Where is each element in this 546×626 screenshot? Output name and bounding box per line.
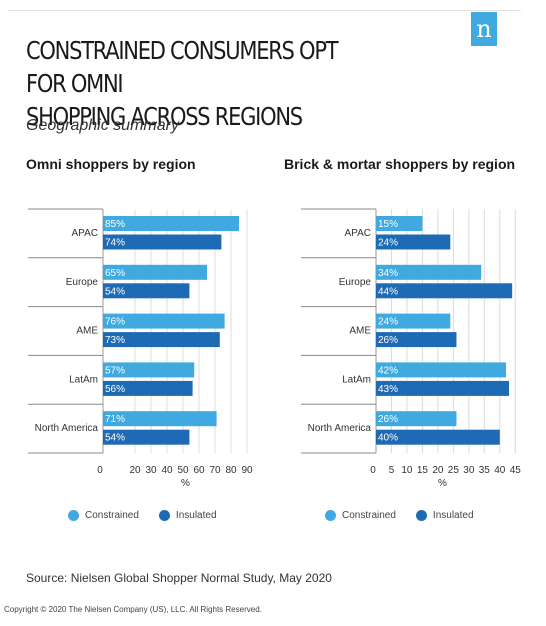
x-tick-label: 30 (145, 465, 157, 475)
x-tick-label: 25 (448, 465, 460, 475)
bar-value-label: 65% (105, 268, 125, 279)
bar-value-label: 43% (378, 384, 398, 395)
bar-insulated (103, 380, 193, 396)
category-label: LatAm (69, 374, 98, 385)
legend-insulated: Insulated (432, 510, 474, 521)
bar-constrained (376, 313, 451, 329)
bar-value-label: 26% (378, 414, 398, 425)
brick-legend: Constrained Insulated (325, 510, 494, 521)
brick-x-unit: % (438, 478, 447, 489)
bar-value-label: 85% (105, 219, 125, 230)
bar-value-label: 71% (105, 414, 125, 425)
bar-insulated (376, 429, 500, 445)
bar-constrained (376, 216, 423, 231)
x-tick-label: 40 (161, 465, 173, 475)
bar-constrained (103, 313, 225, 329)
constrained-swatch (68, 510, 79, 521)
bar-insulated (103, 234, 222, 250)
omni-shoppers-chart: APAC 85% 74% Europe 65% 54% AME 76% 73% LatAm 57% 5… (28, 208, 253, 475)
nielsen-logo: n (471, 12, 497, 46)
insulated-swatch (158, 510, 170, 521)
bar-insulated (376, 380, 510, 396)
x-tick-label: 15 (417, 465, 429, 475)
x-tick-label: 90 (241, 465, 253, 475)
category-label: AME (76, 326, 98, 337)
bar-value-label: 54% (105, 433, 125, 444)
bar-value-label: 24% (378, 238, 398, 249)
bar-constrained (103, 264, 207, 280)
infographic-card (8, 10, 521, 601)
x-tick-label: 20 (432, 465, 444, 475)
x-tick-label: 45 (510, 465, 522, 475)
bar-value-label: 26% (378, 335, 398, 346)
constrained-swatch (325, 510, 336, 521)
bar-insulated (376, 234, 451, 250)
x-tick-label: 0 (370, 465, 376, 475)
page-subtitle: Geographic summary (26, 117, 179, 134)
bar-value-label: 54% (105, 286, 125, 297)
bar-constrained (103, 362, 195, 378)
bar-value-label: 42% (378, 365, 398, 376)
bar-value-label: 56% (105, 384, 125, 395)
x-tick-label: 60 (193, 465, 205, 475)
x-tick-label: 35 (479, 465, 491, 475)
x-tick-label: 70 (209, 465, 221, 475)
bar-value-label: 34% (378, 268, 398, 279)
x-tick-label: 80 (225, 465, 237, 475)
x-tick-label: 50 (177, 465, 189, 475)
legend-constrained: Constrained (342, 510, 396, 521)
bar-insulated (376, 332, 457, 348)
omni-x-unit: % (181, 478, 190, 489)
legend-insulated: Insulated (175, 510, 217, 521)
category-label: North America (35, 423, 99, 434)
category-label: APAC (345, 228, 372, 239)
category-label: Europe (339, 277, 372, 288)
bar-insulated (376, 283, 513, 299)
omni-legend: Constrained Insulated (68, 510, 237, 521)
x-tick-label: 20 (129, 465, 141, 475)
bar-constrained (376, 411, 457, 427)
bar-insulated (103, 283, 190, 299)
x-tick-label: 40 (494, 465, 506, 475)
brick-mortar-chart: APAC 15% 24% Europe 34% 44% AME 24% 26% LatAm 42% 4… (301, 208, 522, 475)
bar-value-label: 76% (105, 317, 125, 328)
x-tick-label: 10 (401, 465, 413, 475)
bar-value-label: 40% (378, 433, 398, 444)
copyright-note: Copyright © 2020 The Nielsen Company (US… (4, 605, 262, 614)
bar-value-label: 57% (105, 365, 125, 376)
bar-value-label: 73% (105, 335, 125, 346)
category-label: North America (308, 423, 372, 434)
source-note: Source: Nielsen Global Shopper Normal St… (26, 571, 332, 585)
insulated-swatch (415, 510, 427, 521)
category-label: LatAm (342, 374, 371, 385)
bar-constrained (103, 216, 239, 231)
x-tick-label: 30 (463, 465, 475, 475)
bar-value-label: 44% (378, 286, 398, 297)
bar-insulated (103, 429, 190, 445)
page-title: CONSTRAINED CONSUMERS OPT FOR OMNI SHOPP… (26, 36, 339, 131)
brick-chart-title: Brick & mortar shoppers by region (284, 156, 516, 172)
bar-constrained (376, 362, 506, 378)
category-label: AME (349, 326, 371, 337)
bar-constrained (376, 264, 482, 280)
bar-value-label: 15% (378, 219, 398, 230)
bar-constrained (103, 411, 217, 427)
x-tick-label: 0 (97, 465, 103, 475)
omni-chart-title: Omni shoppers by region (26, 156, 196, 172)
bar-value-label: 74% (105, 238, 125, 249)
x-tick-label: 5 (389, 465, 395, 475)
category-label: APAC (72, 228, 99, 239)
bar-insulated (103, 332, 220, 348)
category-label: Europe (66, 277, 99, 288)
bar-value-label: 24% (378, 317, 398, 328)
legend-constrained: Constrained (85, 510, 139, 521)
